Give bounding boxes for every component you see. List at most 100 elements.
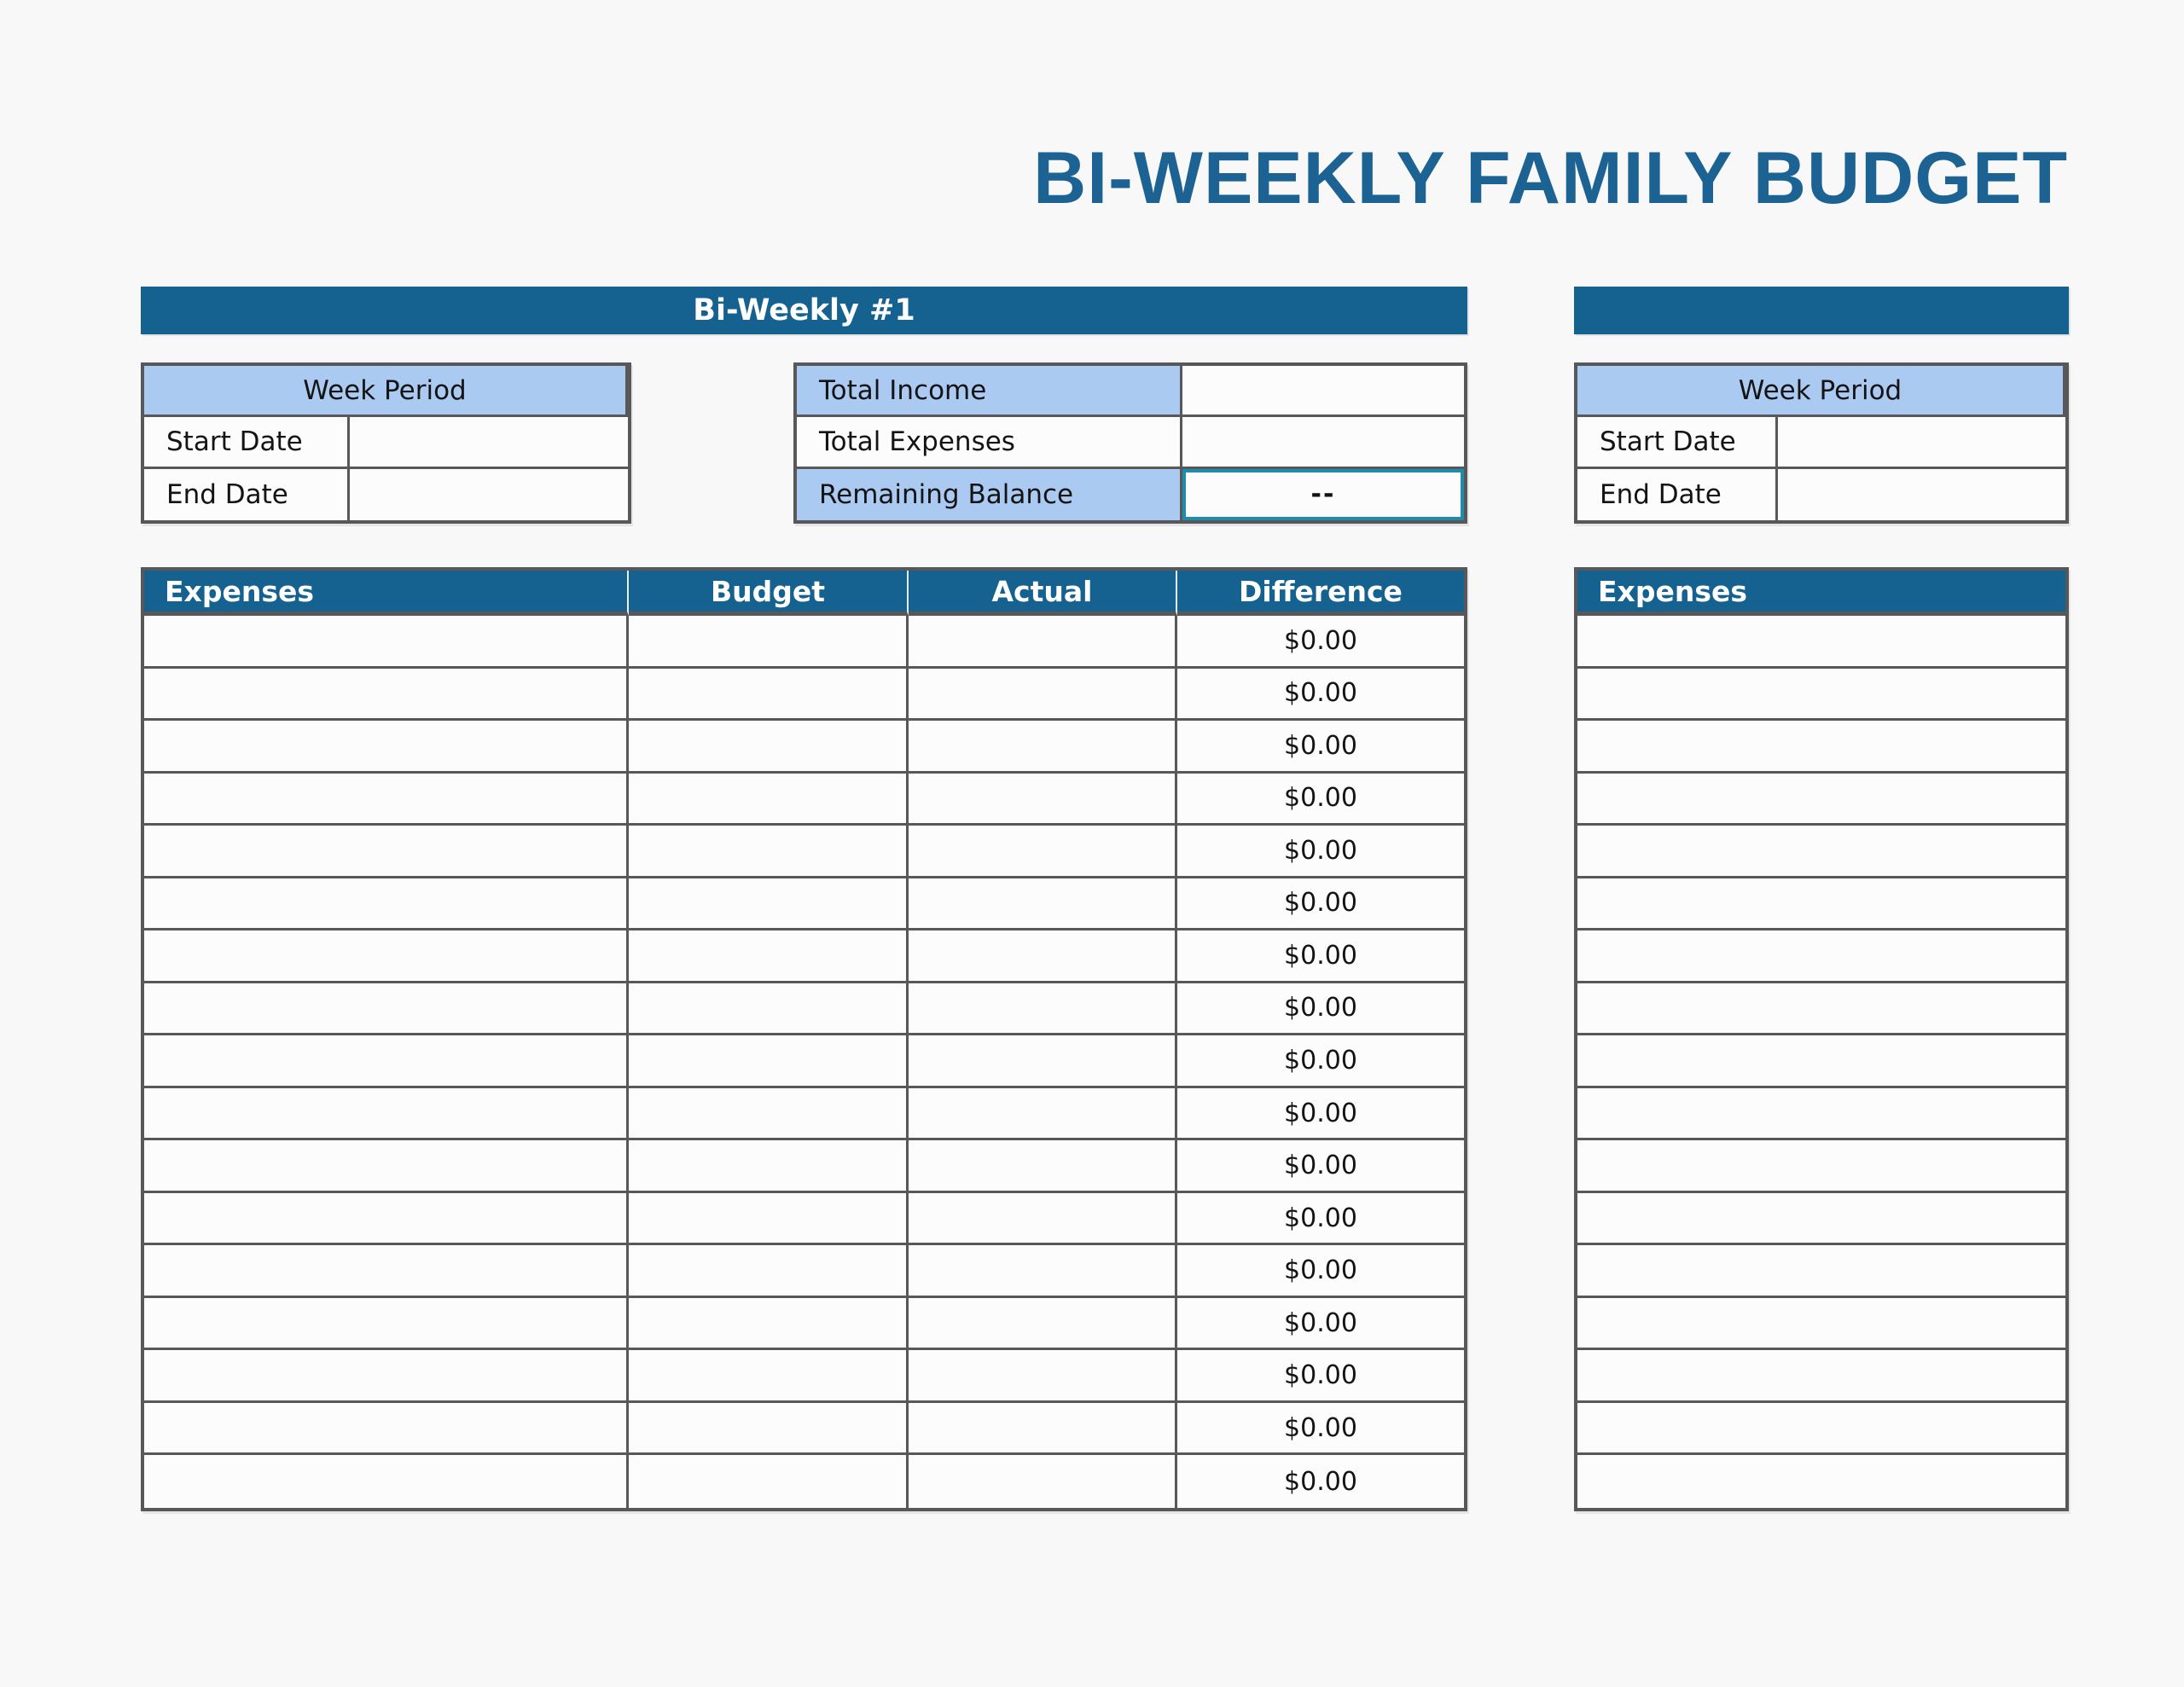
expense-name-cell[interactable] [144,1140,629,1193]
expense-name-cell[interactable] [1577,1455,2065,1508]
expense-name-cell[interactable] [144,1455,629,1508]
expense-actual-cell[interactable] [909,1350,1177,1403]
expense-name-cell[interactable] [144,1297,629,1351]
expense-difference-cell[interactable]: $0.00 [1177,878,1464,931]
expense-actual-cell[interactable] [909,1087,1177,1141]
summary-table: Total Income Total Expenses Remaining Ba… [793,362,1467,524]
expense-name-cell[interactable] [144,1087,629,1141]
expense-budget-cell[interactable] [629,1035,909,1088]
expense-budget-cell[interactable] [629,983,909,1036]
end-date-value-cell[interactable] [1778,468,2065,520]
expense-name-cell[interactable] [144,1402,629,1456]
expense-name-cell[interactable] [144,1035,629,1088]
start-date-label: Start Date [1577,417,1778,469]
expense-actual-cell[interactable] [909,668,1177,722]
expense-difference-cell[interactable]: $0.00 [1177,930,1464,983]
expense-budget-cell[interactable] [629,1402,909,1456]
total-expenses-label: Total Expenses [797,417,1182,469]
expense-actual-cell[interactable] [909,1035,1177,1088]
expense-difference-cell[interactable]: $0.00 [1177,773,1464,826]
expense-name-cell[interactable] [144,721,629,774]
expense-actual-cell[interactable] [909,878,1177,931]
remaining-balance-label: Remaining Balance [797,468,1182,520]
expense-difference-cell[interactable]: $0.00 [1177,1245,1464,1298]
expense-difference-cell[interactable]: $0.00 [1177,721,1464,774]
expense-difference-cell[interactable]: $0.00 [1177,1402,1464,1456]
expense-actual-cell[interactable] [909,1140,1177,1193]
expense-name-cell[interactable] [144,1350,629,1403]
start-date-value-cell[interactable] [1778,417,2065,469]
expense-actual-cell[interactable] [909,1455,1177,1508]
expense-actual-cell[interactable] [909,1192,1177,1246]
expense-name-cell[interactable] [1577,878,2065,931]
expenses-column-header: Expenses [144,571,629,616]
expense-budget-cell[interactable] [629,1455,909,1508]
expense-name-cell[interactable] [1577,930,2065,983]
total-expenses-value-cell[interactable] [1182,417,1464,469]
expense-budget-cell[interactable] [629,1087,909,1141]
expense-name-cell[interactable] [1577,1245,2065,1298]
expense-difference-cell[interactable]: $0.00 [1177,1455,1464,1508]
expense-budget-cell[interactable] [629,930,909,983]
expense-difference-cell[interactable]: $0.00 [1177,826,1464,878]
expense-budget-cell[interactable] [629,1140,909,1193]
expense-difference-cell[interactable]: $0.00 [1177,1350,1464,1403]
expense-difference-cell[interactable]: $0.00 [1177,983,1464,1036]
expense-name-cell[interactable] [144,983,629,1036]
expense-budget-cell[interactable] [629,616,909,669]
expense-budget-cell[interactable] [629,773,909,826]
expense-actual-cell[interactable] [909,983,1177,1036]
expense-name-cell[interactable] [1577,1350,2065,1403]
week-period-title: Week Period [144,366,628,418]
expense-difference-cell[interactable]: $0.00 [1177,1140,1464,1193]
end-date-label: End Date [1577,468,1778,520]
expense-difference-cell[interactable]: $0.00 [1177,1192,1464,1246]
expense-name-cell[interactable] [144,616,629,669]
start-date-value-cell[interactable] [350,417,628,469]
expense-actual-cell[interactable] [909,1402,1177,1456]
expense-budget-cell[interactable] [629,1297,909,1351]
expense-actual-cell[interactable] [909,616,1177,669]
expense-name-cell[interactable] [1577,721,2065,774]
expense-name-cell[interactable] [144,1245,629,1298]
remaining-balance-value-cell[interactable]: -- [1182,468,1464,520]
expense-budget-cell[interactable] [629,668,909,722]
expense-name-cell[interactable] [1577,616,2065,669]
expense-budget-cell[interactable] [629,1192,909,1246]
expense-actual-cell[interactable] [909,1297,1177,1351]
expense-name-cell[interactable] [1577,1087,2065,1141]
expense-actual-cell[interactable] [909,721,1177,774]
expense-difference-cell[interactable]: $0.00 [1177,1087,1464,1141]
expense-budget-cell[interactable] [629,1245,909,1298]
expense-name-cell[interactable] [1577,1035,2065,1088]
expense-name-cell[interactable] [144,930,629,983]
expense-name-cell[interactable] [1577,773,2065,826]
expense-name-cell[interactable] [144,826,629,878]
expense-actual-cell[interactable] [909,773,1177,826]
expense-name-cell[interactable] [1577,1297,2065,1351]
expense-name-cell[interactable] [1577,1402,2065,1456]
expense-actual-cell[interactable] [909,826,1177,878]
expense-difference-cell[interactable]: $0.00 [1177,668,1464,722]
expense-difference-cell[interactable]: $0.00 [1177,1035,1464,1088]
expense-name-cell[interactable] [144,878,629,931]
expense-difference-cell[interactable]: $0.00 [1177,1297,1464,1351]
expense-name-cell[interactable] [144,668,629,722]
expenses-column-header: Expenses [1577,571,2065,616]
expense-budget-cell[interactable] [629,878,909,931]
expense-name-cell[interactable] [1577,983,2065,1036]
expense-budget-cell[interactable] [629,1350,909,1403]
total-income-value-cell[interactable] [1182,366,1464,418]
expense-actual-cell[interactable] [909,1245,1177,1298]
expense-name-cell[interactable] [1577,1192,2065,1246]
expense-difference-cell[interactable]: $0.00 [1177,616,1464,669]
expense-name-cell[interactable] [1577,668,2065,722]
expense-name-cell[interactable] [1577,1140,2065,1193]
end-date-value-cell[interactable] [350,468,628,520]
expense-budget-cell[interactable] [629,826,909,878]
expense-name-cell[interactable] [144,1192,629,1246]
expense-name-cell[interactable] [144,773,629,826]
expense-name-cell[interactable] [1577,826,2065,878]
expense-actual-cell[interactable] [909,930,1177,983]
expense-budget-cell[interactable] [629,721,909,774]
